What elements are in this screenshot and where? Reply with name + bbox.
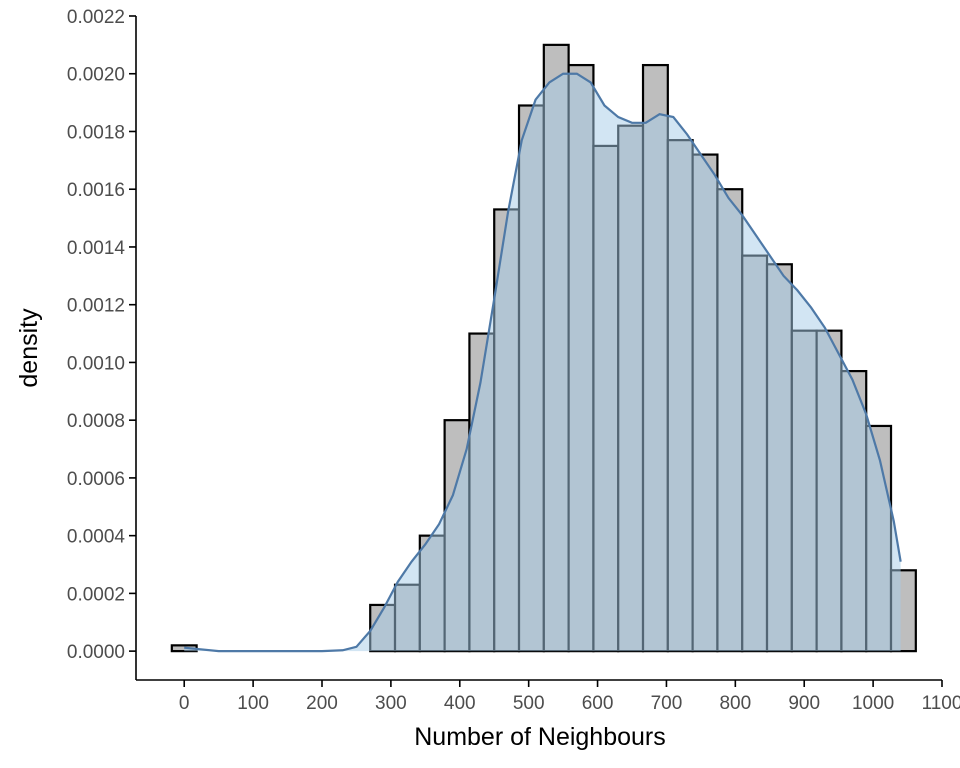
density-line <box>184 72 902 653</box>
y-tick-label: 0.0010 <box>67 353 125 374</box>
y-tick-label: 0.0006 <box>67 469 125 490</box>
y-tick-label: 0.0018 <box>67 122 125 143</box>
x-tick-label: 200 <box>306 693 338 714</box>
x-axis-title: Number of Neighbours <box>414 723 666 751</box>
x-tick-label: 800 <box>719 693 751 714</box>
y-tick-label: 0.0022 <box>67 7 125 28</box>
x-tick-label: 300 <box>375 693 407 714</box>
y-tick-label: 0.0016 <box>67 180 125 201</box>
y-tick-label: 0.0008 <box>67 411 125 432</box>
x-tick-label: 1000 <box>852 693 894 714</box>
y-tick-label: 0.0014 <box>67 238 126 259</box>
y-tick-label: 0.0002 <box>67 584 125 605</box>
x-tick-label: 0 <box>179 693 190 714</box>
x-tick-label: 900 <box>788 693 820 714</box>
y-tick-label: 0.0012 <box>67 296 125 317</box>
x-tick-label: 100 <box>237 693 269 714</box>
y-tick-label: 0.0004 <box>67 527 126 548</box>
x-tick-label: 1100 <box>922 693 960 714</box>
y-tick-label: 0.0000 <box>67 642 125 663</box>
x-tick-label: 400 <box>444 693 476 714</box>
x-tick-label: 500 <box>513 693 545 714</box>
density-area <box>184 73 901 652</box>
x-tick-label: 600 <box>582 693 614 714</box>
x-axis-ticks: 0 100 200 300 400 500 600 700 800 900 1000 1100 <box>179 680 960 714</box>
y-axis-title: density <box>15 308 43 388</box>
axes: 0.0000 0.0002 0.0004 0.0006 0.0008 0.0010 0.00… <box>67 7 960 714</box>
y-tick-label: 0.0020 <box>67 65 125 86</box>
x-tick-label: 700 <box>651 693 683 714</box>
density-curve-group <box>184 72 902 653</box>
y-axis-ticks: 0.0000 0.0002 0.0004 0.0006 0.0008 0.0010 0.00… <box>67 7 136 663</box>
